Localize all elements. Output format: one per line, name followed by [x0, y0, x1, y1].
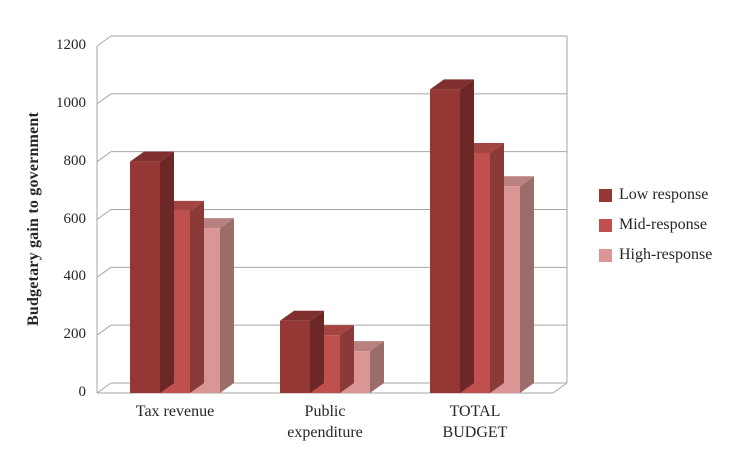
legend-swatch-mid-response: [599, 218, 612, 232]
y-tick-label: 800: [63, 152, 87, 169]
legend: Low response Mid-response High-response: [599, 186, 712, 276]
y-tick-label: 1200: [56, 37, 86, 53]
bars: [130, 79, 534, 393]
category-label-total-budget: TOTAL BUDGET: [442, 403, 508, 441]
y-tick-label: 200: [63, 326, 87, 343]
category-label-public-expenditure: Public expenditure: [287, 403, 363, 441]
legend-item-high-response: High-response: [599, 246, 712, 264]
legend-item-mid-response: Mid-response: [599, 216, 712, 234]
y-tick-label: 0: [78, 384, 87, 400]
legend-swatch-high-response: [599, 248, 612, 262]
legend-label: Low response: [619, 186, 709, 203]
y-tick-label: 400: [63, 268, 87, 285]
legend-label: High-response: [619, 246, 713, 263]
category-label-tax-revenue: Tax revenue: [135, 403, 215, 420]
legend-label: Mid-response: [619, 216, 707, 233]
y-tick-label: 1000: [56, 94, 86, 111]
y-tick-label: 600: [63, 210, 87, 227]
bar-low-response-public-expenditure: [280, 310, 324, 393]
legend-swatch-low-response: [599, 188, 612, 202]
legend-item-low-response: Low response: [599, 186, 712, 204]
bar-low-response-tax-revenue: [130, 151, 174, 393]
bar-low-response-total-budget: [430, 79, 474, 393]
